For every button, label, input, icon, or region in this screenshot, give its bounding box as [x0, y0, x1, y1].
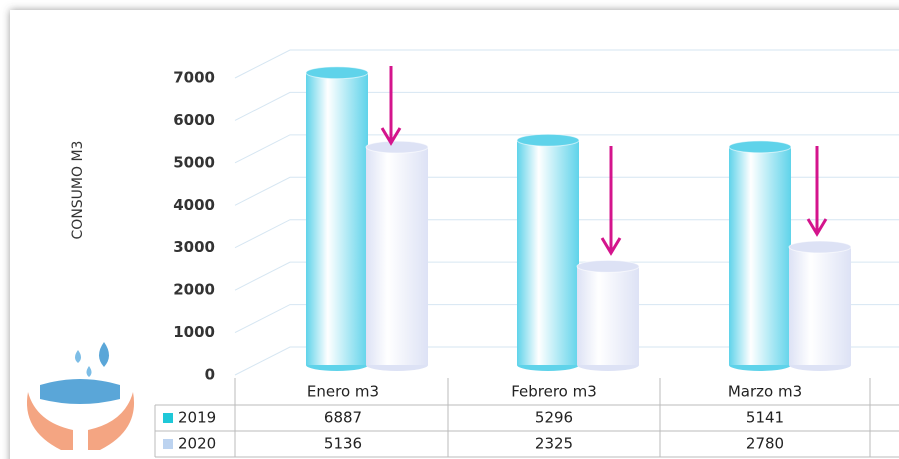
bar [517, 140, 579, 365]
table-value: 6887 [324, 409, 362, 427]
y-tick-label: 7000 [173, 69, 215, 87]
bar [577, 266, 639, 365]
x-tick-label: Marzo m3 [728, 383, 802, 401]
bar [729, 146, 791, 365]
grid-line [234, 176, 899, 206]
bar [306, 72, 368, 365]
table-value: 5136 [324, 435, 362, 453]
y-tick-label: 3000 [173, 238, 215, 256]
grid-line [234, 304, 899, 334]
x-tick-label: Enero m3 [307, 383, 379, 401]
data-table: Enero m3 6887 5136 Febrero m3 5296 2325 Marzo … [154, 378, 899, 458]
y-tick-label: 5000 [173, 153, 215, 171]
bar [366, 147, 428, 365]
bar-top [728, 140, 792, 154]
legend-swatch [163, 413, 173, 423]
bar-top [576, 259, 640, 273]
table-value: 5141 [746, 409, 784, 427]
bar-top [365, 140, 429, 154]
y-tick-label: 6000 [173, 111, 215, 129]
y-axis-title: CONSUMO M3 [70, 141, 86, 240]
grid-line [234, 49, 899, 79]
grid-line [234, 346, 899, 376]
x-tick-label: Febrero m3 [511, 383, 597, 401]
y-tick-label: 1000 [173, 323, 215, 341]
legend-swatch [163, 439, 173, 449]
arrows [380, 66, 828, 256]
grid-line [234, 91, 899, 121]
bar-top [516, 133, 580, 147]
table-value: 5296 [535, 409, 573, 427]
bar-top [788, 240, 852, 254]
bar [789, 247, 851, 365]
grid-line [234, 219, 899, 249]
legend-label: 2019 [178, 409, 216, 427]
water-icon [26, 342, 135, 450]
y-tick-label: 2000 [173, 281, 215, 299]
grid-line [234, 261, 899, 291]
legend-label: 2020 [178, 435, 216, 453]
y-tick-label: 4000 [173, 196, 215, 214]
grid-line [234, 134, 899, 164]
table-value: 2780 [746, 435, 784, 453]
table-value: 2325 [535, 435, 573, 453]
grid: 0 1000 2000 3000 4000 5000 6000 7000 [173, 49, 899, 384]
bars [305, 66, 852, 371]
y-tick-label: 0 [205, 366, 215, 384]
bar-top [305, 66, 369, 80]
